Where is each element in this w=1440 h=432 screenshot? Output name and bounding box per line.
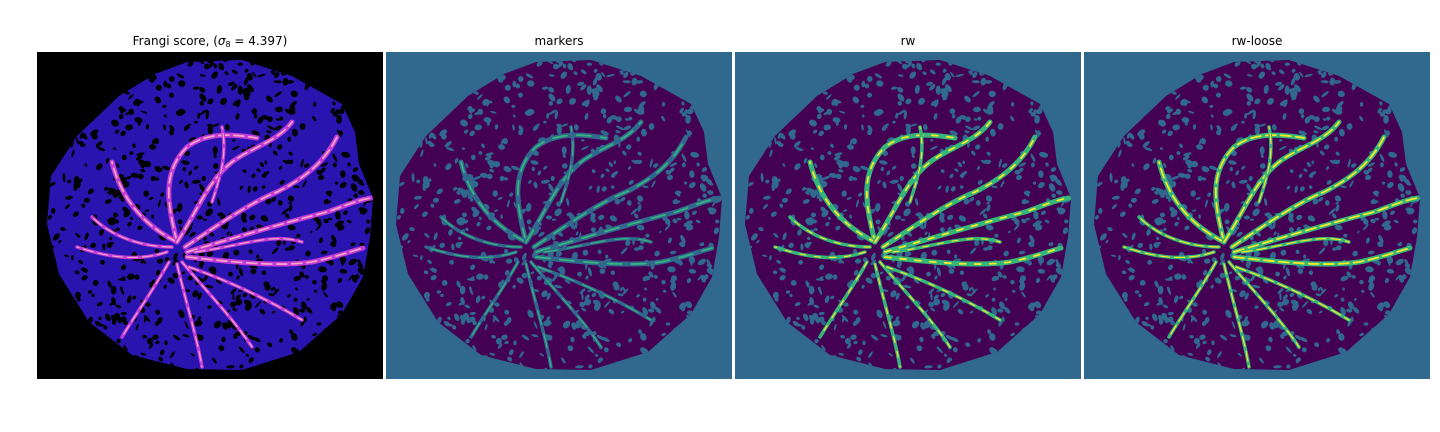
panel-title-markers: markers — [534, 34, 584, 48]
rw-loose-image — [1084, 52, 1430, 379]
markers-image — [386, 52, 732, 379]
panel-title-rw-loose: rw-loose — [1231, 34, 1283, 48]
frangi-score-plot — [37, 52, 383, 379]
markers-plot — [386, 52, 732, 379]
rw-plot — [735, 52, 1081, 379]
panel-title-rw: rw — [900, 34, 916, 48]
rw-image — [735, 52, 1081, 379]
rw-loose-plot — [1084, 52, 1430, 379]
frangi-score-image — [37, 52, 383, 379]
panel-title-frangi: Frangi score, (σ8 = 4.397) — [132, 34, 288, 49]
